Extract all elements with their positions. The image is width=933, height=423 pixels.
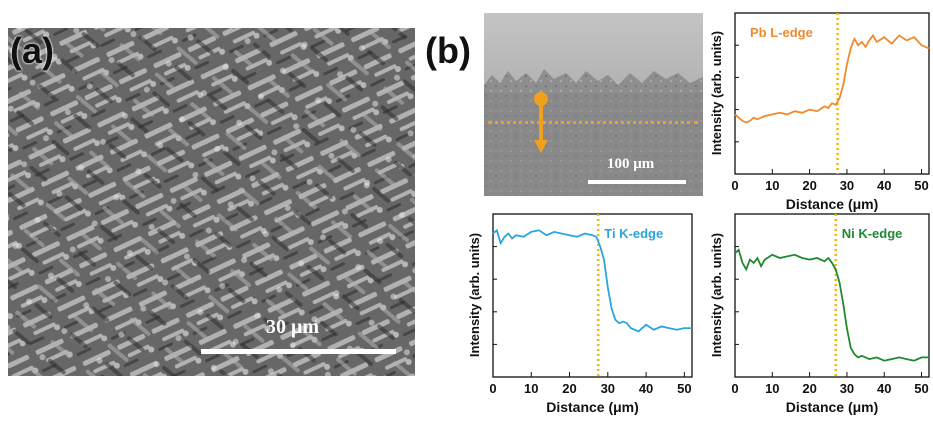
ni-x-axis-label: Distance (μm): [786, 399, 879, 415]
sem-image-a: 30 μm: [8, 28, 415, 376]
ni-x-tick-label: 0: [731, 381, 738, 396]
pb-plot-frame: [734, 12, 930, 175]
pb-x-axis-label: Distance (μm): [786, 196, 879, 212]
pb-x-tick-label: 10: [765, 178, 779, 193]
pb-x-tick-label: 40: [877, 178, 891, 193]
ti-data-line: [492, 228, 692, 333]
ni-x-tick-label: 50: [914, 381, 928, 396]
panel-b-label: (b): [425, 30, 471, 71]
scale-label-a: 30 μm: [266, 316, 319, 338]
pb-data-line: [734, 33, 930, 124]
chart-pb: 0 10 20 30 40 50 Pb L-edge Distance (μm) Intensi…: [700, 0, 933, 212]
chart-ti: 0 10 20 30 40 50 Ti K-edge Distance (μm) Intensi…: [455, 205, 703, 418]
ni-x-tick-label: 40: [877, 381, 891, 396]
ti-x-tick-label: 30: [601, 381, 615, 396]
chart-ti-svg: 0 10 20 30 40 50 Ti K-edge Distance (μm) Intensi…: [467, 213, 693, 415]
pb-y-axis-label: Intensity (arb. units): [709, 31, 724, 155]
chart-ni-svg: 0 10 20 30 40 50 Ni K-edge Distance (μm) Intensi…: [709, 213, 930, 415]
pb-x-tick-label: 20: [802, 178, 816, 193]
sem-image-b: 100 μm: [484, 13, 703, 196]
scan-arrow-head: [534, 140, 548, 153]
pb-x-tick-label: 30: [840, 178, 854, 193]
chart-pb-svg: 0 10 20 30 40 50 Pb L-edge Distance (μm) Intensi…: [709, 12, 930, 212]
scan-start-marker: [534, 92, 548, 106]
scale-bar-a: [201, 349, 396, 354]
ni-plot-frame: [734, 213, 930, 378]
ni-y-axis-label: Intensity (arb. units): [709, 233, 724, 357]
scale-bar-b: [588, 180, 686, 184]
ni-data-line: [734, 248, 929, 362]
pb-x-tick-label: 50: [914, 178, 928, 193]
pb-edge-label: Pb L-edge: [750, 25, 813, 40]
sem-texture-b: [484, 13, 703, 196]
ti-edge-label: Ti K-edge: [604, 226, 663, 241]
ti-y-axis-label: Intensity (arb. units): [467, 233, 482, 357]
ti-x-tick-label: 20: [562, 381, 576, 396]
ti-plot-frame: [492, 213, 693, 378]
panel-a-label-overlay: (a): [10, 30, 54, 71]
ni-x-tick-label: 20: [802, 381, 816, 396]
ti-x-axis-label: Distance (μm): [546, 399, 639, 415]
ti-x-tick-label: 0: [489, 381, 496, 396]
ti-x-tick-label: 40: [639, 381, 653, 396]
ti-x-tick-label: 10: [524, 381, 538, 396]
ti-x-tick-label: 50: [677, 381, 691, 396]
ni-edge-label: Ni K-edge: [842, 226, 903, 241]
scale-label-b: 100 μm: [607, 156, 655, 172]
ni-x-tick-label: 30: [840, 381, 854, 396]
pb-x-tick-label: 0: [731, 178, 738, 193]
scan-arrow-shaft: [539, 103, 543, 141]
sem-texture-a: [8, 28, 415, 376]
chart-ni: 0 10 20 30 40 50 Ni K-edge Distance (μm) Intensi…: [700, 205, 933, 418]
ni-x-tick-label: 10: [765, 381, 779, 396]
scan-line: [488, 121, 698, 124]
